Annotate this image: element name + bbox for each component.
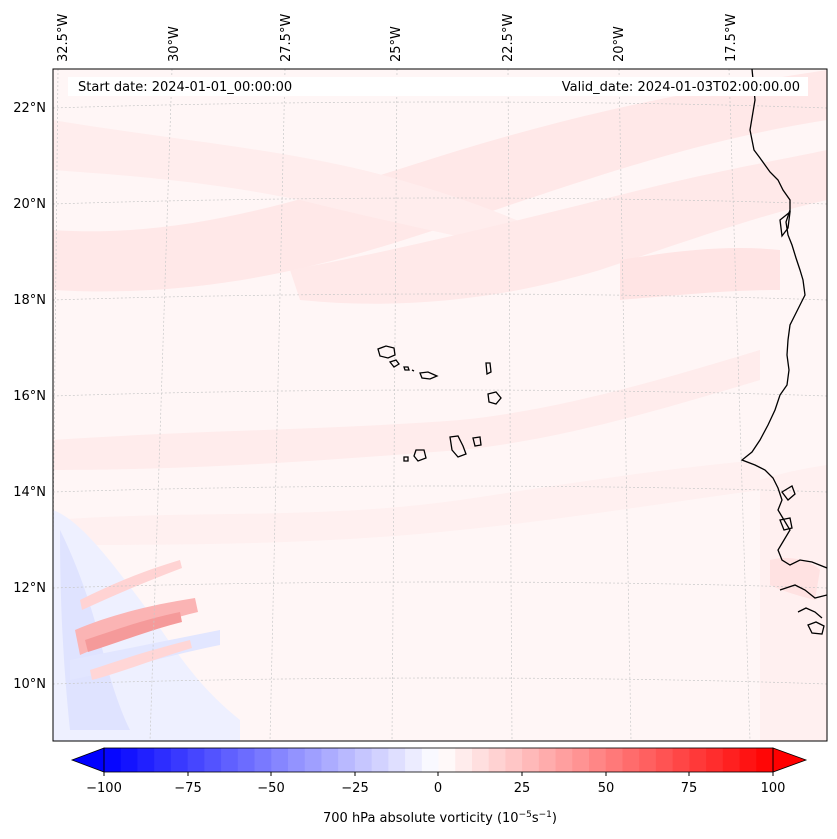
colorbar-step xyxy=(455,748,473,772)
colorbar-step xyxy=(388,748,406,772)
lat-label: 20°N xyxy=(13,197,46,212)
colorbar-step xyxy=(287,748,306,772)
colorbar-step xyxy=(187,748,205,772)
colorbar-tick-label: 50 xyxy=(598,781,615,796)
colorbar-max-extend xyxy=(772,747,808,773)
colorbar-step xyxy=(304,748,322,772)
colorbar-step xyxy=(421,748,440,772)
longitude-labels: 32.5°W 30°W 27.5°W 25°W 22.5°W 20°W 17.5… xyxy=(56,14,739,62)
colorbar-step xyxy=(639,748,657,772)
colorbar-step xyxy=(589,748,607,772)
start-date-label: Start date: 2024-01-01_00:00:00 xyxy=(78,80,292,95)
colorbar-step xyxy=(655,748,674,772)
colorbar-title-mid: s xyxy=(532,811,539,826)
colorbar-step xyxy=(438,748,456,772)
colorbar-step xyxy=(555,748,573,772)
lat-label: 18°N xyxy=(13,293,46,308)
lon-label: 27.5°W xyxy=(279,14,294,62)
colorbar-step xyxy=(471,748,490,772)
colorbar-title-exp1: −5 xyxy=(519,810,532,820)
colorbar-step xyxy=(354,748,373,772)
colorbar-title-exp2: −1 xyxy=(539,810,552,820)
colorbar-step xyxy=(221,748,239,772)
colorbar-step xyxy=(538,748,557,772)
colorbar-title-prefix: 700 hPa absolute vorticity (10 xyxy=(323,811,519,826)
colorbar-steps xyxy=(104,748,774,772)
colorbar-step xyxy=(756,748,774,772)
map-panel[interactable]: Start date: 2024-01-01_00:00:00 Valid_da… xyxy=(51,68,828,742)
colorbar-tick-label: 100 xyxy=(761,781,786,796)
colorbar-step xyxy=(739,748,757,772)
colorbar-title: 700 hPa absolute vorticity (10−5s−1) xyxy=(323,810,557,826)
valid-date-label: Valid_date: 2024-01-03T02:00:00.00 xyxy=(562,80,800,95)
colorbar-tick-label: −75 xyxy=(174,781,201,796)
colorbar-tick-label: −25 xyxy=(341,781,368,796)
colorbar-step xyxy=(488,748,506,772)
colorbar-tick-labels: −100 −75 −50 −25 0 25 50 75 100 xyxy=(86,781,785,796)
graticule xyxy=(53,69,827,741)
lat-label: 22°N xyxy=(13,101,46,116)
colorbar-step xyxy=(522,748,540,772)
colorbar-step xyxy=(505,748,523,772)
lat-label: 16°N xyxy=(13,389,46,404)
coastline xyxy=(740,69,827,635)
colorbar-step xyxy=(137,748,155,772)
colorbar-step xyxy=(722,748,741,772)
colorbar-step xyxy=(104,748,122,772)
colorbar-step xyxy=(706,748,724,772)
colorbar-step xyxy=(321,748,339,772)
colorbar-step xyxy=(254,748,272,772)
colorbar-step xyxy=(689,748,707,772)
lat-label: 14°N xyxy=(13,485,46,500)
lon-label: 25°W xyxy=(389,26,404,62)
vorticity-field xyxy=(53,70,827,741)
colorbar-step xyxy=(405,748,423,772)
colorbar-step xyxy=(170,748,189,772)
colorbar-tick-label: 25 xyxy=(514,781,531,796)
colorbar-step xyxy=(572,748,590,772)
colorbar-tick-label: 0 xyxy=(434,781,442,796)
colorbar-step xyxy=(371,748,389,772)
lon-label: 22.5°W xyxy=(501,14,516,62)
colorbar-ticks xyxy=(103,772,774,776)
map-frame xyxy=(52,68,828,742)
colorbar-step xyxy=(204,748,222,772)
colorbar-step xyxy=(622,748,640,772)
colorbar-title-suffix: ) xyxy=(552,811,557,826)
colorbar-min-extend xyxy=(70,747,105,773)
colorbar-step xyxy=(605,748,623,772)
colorbar-step xyxy=(154,748,172,772)
lon-label: 17.5°W xyxy=(724,14,739,62)
cape-verde-islands xyxy=(377,345,502,462)
lat-label: 12°N xyxy=(13,581,46,596)
lon-label: 20°W xyxy=(612,26,627,62)
colorbar-tick-label: −100 xyxy=(86,781,122,796)
colorbar-tick-label: −50 xyxy=(257,781,284,796)
lat-label: 10°N xyxy=(13,677,46,692)
lon-label: 30°W xyxy=(167,26,182,62)
lon-label: 32.5°W xyxy=(56,14,71,62)
latitude-labels: 22°N 20°N 18°N 16°N 14°N 12°N 10°N xyxy=(13,101,46,692)
colorbar-step xyxy=(338,748,356,772)
colorbar-step xyxy=(271,748,289,772)
colorbar-tick-label: 75 xyxy=(681,781,698,796)
colorbar-step xyxy=(237,748,256,772)
colorbar-step xyxy=(672,748,690,772)
date-banner xyxy=(68,77,808,96)
colorbar: −100 −75 −50 −25 0 25 50 75 100 700 hPa … xyxy=(70,747,808,826)
colorbar-step xyxy=(120,748,138,772)
